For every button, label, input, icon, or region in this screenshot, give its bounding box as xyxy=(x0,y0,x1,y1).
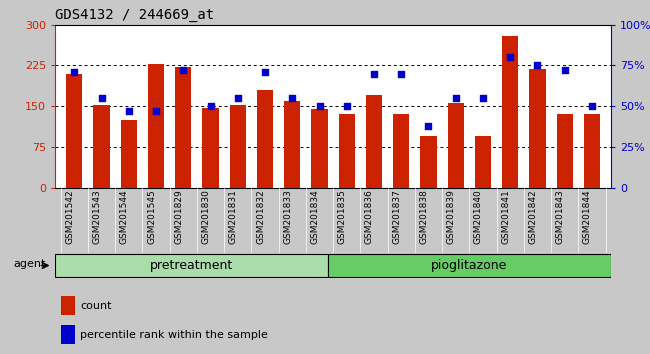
Text: GSM201829: GSM201829 xyxy=(174,190,183,244)
Bar xyxy=(311,109,328,188)
Text: GSM201839: GSM201839 xyxy=(447,190,456,245)
Bar xyxy=(61,325,75,344)
Point xyxy=(233,95,243,101)
Bar xyxy=(61,296,75,315)
Text: GSM201833: GSM201833 xyxy=(283,190,292,245)
Point xyxy=(396,71,406,76)
Bar xyxy=(121,120,137,188)
Point xyxy=(287,95,298,101)
Point xyxy=(560,68,570,73)
Text: GSM201831: GSM201831 xyxy=(229,190,238,245)
Bar xyxy=(366,95,382,188)
Text: GSM201840: GSM201840 xyxy=(474,190,483,244)
Point xyxy=(505,55,515,60)
Text: GSM201543: GSM201543 xyxy=(92,190,101,244)
Text: GSM201545: GSM201545 xyxy=(147,190,156,244)
Bar xyxy=(448,103,464,188)
Bar xyxy=(94,105,110,188)
Bar xyxy=(474,136,491,188)
Point xyxy=(124,108,134,114)
Text: GSM201837: GSM201837 xyxy=(392,190,401,245)
Bar xyxy=(148,64,164,188)
Bar xyxy=(55,254,328,277)
Text: pretreatment: pretreatment xyxy=(150,259,233,272)
Point xyxy=(69,69,79,75)
Text: GSM201836: GSM201836 xyxy=(365,190,374,245)
Text: count: count xyxy=(80,301,112,311)
Point xyxy=(478,95,488,101)
Text: agent: agent xyxy=(14,259,46,269)
Text: pioglitazone: pioglitazone xyxy=(431,259,508,272)
Text: GSM201835: GSM201835 xyxy=(338,190,346,245)
Bar xyxy=(584,114,600,188)
Point xyxy=(532,63,543,68)
Text: GSM201542: GSM201542 xyxy=(65,190,74,244)
Bar xyxy=(229,104,246,188)
Text: percentile rank within the sample: percentile rank within the sample xyxy=(80,330,268,339)
Point xyxy=(423,123,434,129)
Bar xyxy=(502,36,519,188)
Text: GDS4132 / 244669_at: GDS4132 / 244669_at xyxy=(55,8,214,22)
Bar xyxy=(339,114,355,188)
Point xyxy=(587,103,597,109)
Bar xyxy=(257,90,273,188)
Bar xyxy=(529,69,545,188)
Text: GSM201830: GSM201830 xyxy=(202,190,211,245)
Text: GSM201834: GSM201834 xyxy=(311,190,320,244)
Bar xyxy=(202,108,218,188)
Text: GSM201843: GSM201843 xyxy=(556,190,565,244)
Point xyxy=(151,108,161,114)
Point xyxy=(260,69,270,75)
Bar xyxy=(421,136,437,188)
Text: GSM201832: GSM201832 xyxy=(256,190,265,244)
Bar xyxy=(284,101,300,188)
Text: GSM201838: GSM201838 xyxy=(419,190,428,245)
Text: GSM201842: GSM201842 xyxy=(528,190,538,244)
Text: GSM201841: GSM201841 xyxy=(501,190,510,244)
Bar xyxy=(66,74,83,188)
Point xyxy=(341,103,352,109)
Bar xyxy=(175,67,192,188)
Point xyxy=(96,95,107,101)
Point xyxy=(450,95,461,101)
Bar xyxy=(328,254,611,277)
Bar xyxy=(393,114,410,188)
Point xyxy=(178,68,188,73)
Point xyxy=(369,71,379,76)
Bar xyxy=(556,114,573,188)
Point xyxy=(315,103,325,109)
Text: GSM201544: GSM201544 xyxy=(120,190,129,244)
Point xyxy=(205,103,216,109)
Text: GSM201844: GSM201844 xyxy=(583,190,592,244)
